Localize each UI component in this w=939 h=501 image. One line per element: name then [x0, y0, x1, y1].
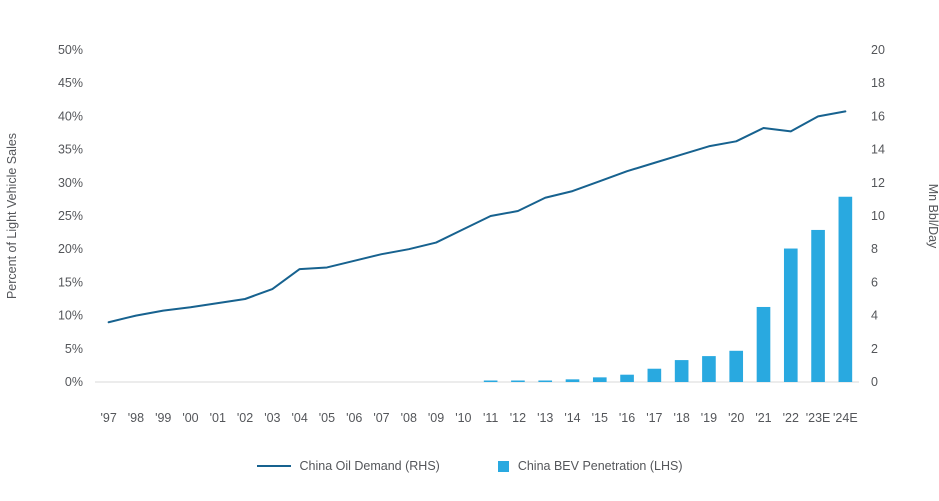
- x-axis-label: '09: [428, 411, 444, 425]
- bev-penetration-bar: [838, 196, 853, 382]
- x-axis-label: '14: [564, 411, 580, 425]
- x-axis-label: '03: [264, 411, 280, 425]
- x-axis-label: '22: [783, 411, 799, 425]
- x-axis-label: '10: [455, 411, 471, 425]
- bev-penetration-bar: [592, 377, 607, 382]
- left-axis-tick-label: 10%: [58, 309, 83, 323]
- bev-penetration-bar: [702, 356, 716, 382]
- x-axis-label: '98: [128, 411, 144, 425]
- x-axis-label: '17: [646, 411, 662, 425]
- bev-penetration-bar: [483, 380, 498, 382]
- x-axis-label: '08: [401, 411, 417, 425]
- left-axis-tick-label: 30%: [58, 176, 83, 190]
- line-marker-icon: [256, 465, 291, 467]
- left-axis-tick-label: 40%: [58, 109, 83, 123]
- x-axis-label: '01: [210, 411, 226, 425]
- x-axis-label: '15: [592, 411, 608, 425]
- bev-penetration-bar: [783, 248, 798, 382]
- bev-penetration-bar: [511, 380, 525, 382]
- bev-penetration-bar: [756, 306, 771, 382]
- x-axis-label: '24E: [833, 411, 858, 425]
- left-axis-title: Percent of Light Vehicle Sales: [5, 133, 19, 299]
- square-marker-icon: [497, 460, 509, 472]
- x-axis-label: '02: [237, 411, 253, 425]
- x-axis-label: '04: [291, 411, 307, 425]
- bev-penetration-bar: [729, 350, 744, 382]
- right-axis-tick-label: 12: [871, 176, 885, 190]
- left-axis-tick-label: 35%: [58, 143, 83, 157]
- bev-penetration-bar: [674, 360, 689, 382]
- right-axis-tick-label: 16: [871, 109, 885, 123]
- chart-legend: China Oil Demand (RHS) China BEV Penetra…: [0, 459, 939, 473]
- bev-penetration-bar: [538, 380, 553, 382]
- x-axis-label: '19: [701, 411, 717, 425]
- right-axis-tick-label: 14: [871, 143, 885, 157]
- legend-item-bev-penetration: China BEV Penetration (LHS): [497, 459, 683, 473]
- oil-demand-line: [107, 110, 847, 324]
- x-axis-label: '05: [319, 411, 335, 425]
- left-axis-tick-label: 45%: [58, 76, 83, 90]
- x-axis-label: '99: [155, 411, 171, 425]
- left-axis-tick-label: 15%: [58, 275, 83, 289]
- right-axis-tick-label: 8: [871, 242, 878, 256]
- right-axis-tick-label: 4: [871, 309, 878, 323]
- legend-label-oil-demand: China Oil Demand (RHS): [299, 459, 440, 473]
- combo-chart: 0% 5% 10% 15% 20% 25% 30% 35% 40% 45% 50% 0 2 4 6 8 10 12…: [5, 43, 939, 425]
- legend-item-oil-demand: China Oil Demand (RHS): [256, 459, 440, 473]
- x-axis-label: '20: [728, 411, 744, 425]
- left-axis-tick-label: 25%: [58, 209, 83, 223]
- x-axis-label: '18: [673, 411, 689, 425]
- left-axis-tick-label: 5%: [65, 342, 83, 356]
- x-axis-label: '23E: [806, 411, 831, 425]
- right-axis-tick-label: 6: [871, 275, 878, 289]
- right-axis-tick-label: 18: [871, 76, 885, 90]
- right-axis-title: Mn Bbl/Day: [926, 184, 939, 249]
- right-axis-tick-label: 10: [871, 209, 885, 223]
- x-axis-label: '11: [483, 411, 498, 425]
- left-axis-tick-label: 0%: [65, 375, 83, 389]
- x-axis-label: '16: [619, 411, 635, 425]
- bev-penetration-bar: [811, 229, 825, 382]
- right-axis-tick-label: 20: [871, 43, 885, 57]
- x-axis-label: '00: [182, 411, 198, 425]
- x-axis-label: '21: [755, 411, 771, 425]
- bev-penetration-bar: [565, 379, 580, 382]
- right-axis-tick-label: 2: [871, 342, 878, 356]
- bev-penetration-bar: [647, 368, 662, 382]
- x-axis-label: '07: [373, 411, 389, 425]
- x-axis-label: '13: [537, 411, 553, 425]
- legend-label-bev-penetration: China BEV Penetration (LHS): [517, 459, 683, 473]
- right-axis-tick-label: 0: [871, 375, 878, 389]
- bev-penetration-bar: [620, 374, 634, 382]
- left-axis-tick-label: 50%: [58, 43, 83, 57]
- x-axis-label: '97: [100, 411, 116, 425]
- x-axis-label: '12: [510, 411, 526, 425]
- x-axis-label: '06: [346, 411, 362, 425]
- left-axis-tick-label: 20%: [58, 242, 83, 256]
